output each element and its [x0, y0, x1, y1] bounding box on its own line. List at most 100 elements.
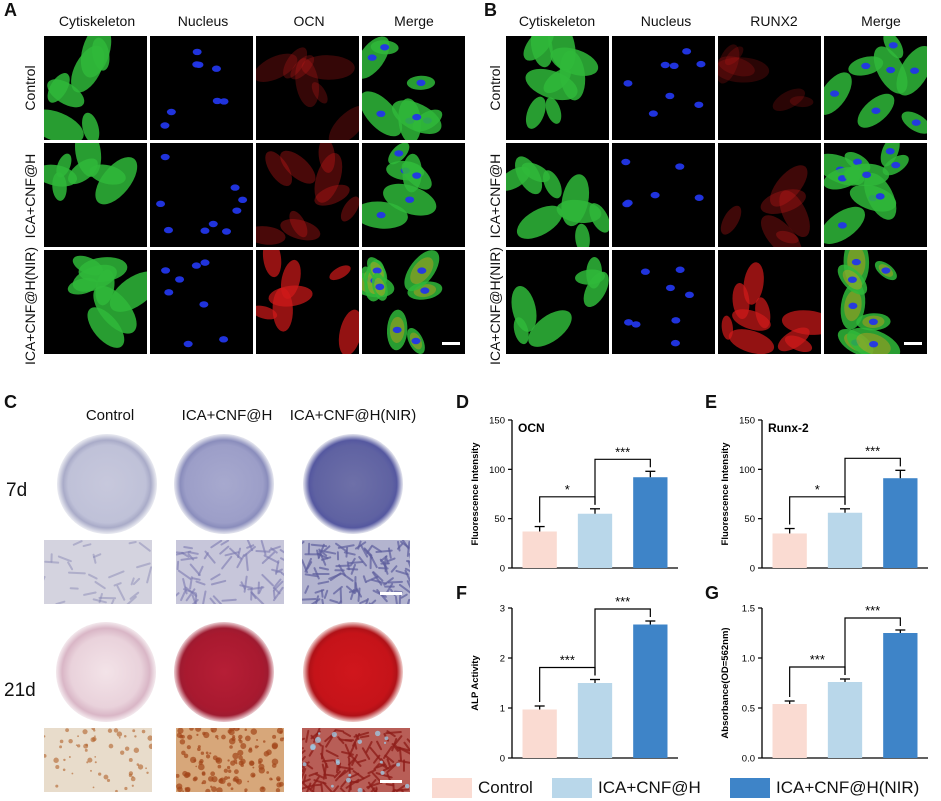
- y-axis-label: Fluorescence Intensity: [470, 442, 481, 546]
- micrograph-merge-row1: [824, 36, 927, 140]
- panel-b-row-ica-cnf-h-nir: ICA+CNF@H(NIR): [487, 246, 503, 366]
- significance-label: ***: [615, 444, 630, 459]
- y-axis-label: Absorbance(OD=562nm): [720, 627, 731, 738]
- bar-F-2: [633, 624, 668, 758]
- y-tick-label: 100: [489, 465, 505, 476]
- bar-D-1: [577, 513, 613, 568]
- micrograph-merge-row3: [824, 250, 927, 354]
- significance-bracket: [594, 608, 651, 676]
- micro-7d-ica-cnf-h: [176, 540, 284, 604]
- panel-c-col-control: Control: [85, 407, 135, 424]
- significance-bracket: [844, 457, 901, 505]
- bar-E-2: [883, 478, 918, 568]
- panel-label-g: G: [705, 583, 720, 603]
- legend-label-ica-cnf-h-nir: ICA+CNF@H(NIR): [776, 778, 920, 797]
- bar-E-1: [827, 512, 863, 568]
- significance-label: *: [565, 482, 570, 497]
- micro-7d-control: [44, 540, 152, 604]
- y-tick-label: 100: [739, 465, 755, 476]
- y-tick-label: 0.0: [742, 754, 755, 765]
- chart-g-absorbance: 0.0 0.5 1.0 1.5 Absorbance(OD=562nm) *** ***: [700, 598, 940, 770]
- chart-title: OCN: [518, 421, 545, 435]
- panel-label-a: A: [4, 0, 17, 20]
- micrograph-cyto-row1: [44, 36, 147, 140]
- y-tick-label: 0.5: [742, 704, 755, 715]
- y-tick-label: 2: [500, 654, 505, 665]
- micrograph-merge-row3: [362, 250, 465, 354]
- dish-7d-control: [57, 434, 157, 534]
- micrograph-cyto-row2: [506, 143, 609, 247]
- y-axis-label: ALP Activity: [470, 655, 481, 711]
- panel-c-day-7: 7d: [6, 480, 28, 501]
- bar-G-1: [827, 682, 863, 758]
- panel-b-col-nucleus: Nucleus: [640, 13, 692, 29]
- bar-G-2: [883, 633, 918, 758]
- bar-G-0: [772, 704, 807, 758]
- micro-7d-ica-cnf-h-nir: [302, 540, 410, 604]
- micrograph-red-row2: [718, 143, 821, 247]
- dish-21d-ica-cnf-h-nir: [303, 622, 403, 722]
- bar-F-0: [522, 709, 557, 758]
- legend-swatch-control: [432, 778, 472, 798]
- panel-b-col-cytoskeleton: Cytiskeleton: [518, 13, 596, 29]
- chart-title: Runx-2: [768, 421, 809, 435]
- legend-item-control: Control: [432, 777, 533, 799]
- micrograph-nuc-row3: [612, 250, 715, 354]
- panel-a-row-control: Control: [22, 65, 38, 111]
- panel-label-f: F: [456, 583, 467, 603]
- dish-7d-ica-cnf-h-nir: [303, 434, 403, 534]
- panel-a-row-ica-cnf-h-nir: ICA+CNF@H(NIR): [22, 246, 38, 366]
- legend-item-ica-cnf-h-nir: ICA+CNF@H(NIR): [730, 777, 919, 799]
- panel-c-day-21: 21d: [4, 680, 36, 701]
- micrograph-nuc-row3: [150, 250, 253, 354]
- micrograph-merge-row1: [362, 36, 465, 140]
- legend-label-control: Control: [478, 778, 533, 797]
- y-tick-label: 0: [750, 564, 755, 575]
- micrograph-cyto-row2: [44, 143, 147, 247]
- chart-legend: Control ICA+CNF@H ICA+CNF@H(NIR): [432, 777, 941, 799]
- micrograph-nuc-row1: [150, 36, 253, 140]
- chart-d-ocn: 0 50 100 150 Fluorescence Intensity OCN * ***: [450, 410, 690, 580]
- micrograph-red-row1: [256, 36, 359, 140]
- scale-bar-21d: [380, 780, 402, 783]
- bar-E-0: [772, 533, 807, 568]
- y-tick-label: 1: [500, 704, 505, 715]
- panel-a-col-cytoskeleton: Cytiskeleton: [58, 13, 136, 29]
- significance-label: ***: [560, 653, 575, 668]
- bar-F-1: [577, 683, 613, 758]
- y-tick-label: 50: [744, 514, 755, 525]
- chart-f-alp: 0 1 2 3 ALP Activity *** ***: [450, 594, 690, 770]
- panel-c-col-ica-cnf-h: ICA+CNF@H: [181, 407, 273, 424]
- legend-label-ica-cnf-h: ICA+CNF@H: [598, 778, 701, 797]
- y-tick-label: 150: [489, 416, 505, 427]
- bar-D-2: [633, 477, 668, 568]
- panel-b-col-runx2: RUNX2: [750, 13, 798, 29]
- micrograph-nuc-row2: [612, 143, 715, 247]
- significance-label: ***: [865, 443, 880, 458]
- panel-label-c: C: [4, 392, 17, 412]
- micrograph-red-row2: [256, 143, 359, 247]
- y-tick-label: 150: [739, 416, 755, 427]
- scale-bar-7d: [380, 592, 402, 595]
- panel-label-d: D: [456, 392, 469, 412]
- significance-bracket: [594, 458, 651, 505]
- significance-label: ***: [810, 652, 825, 667]
- micrograph-red-row1: [718, 36, 821, 140]
- micrograph-nuc-row1: [612, 36, 715, 140]
- micrograph-cyto-row1: [506, 36, 609, 140]
- micro-21d-ica-cnf-h: [176, 728, 284, 792]
- panel-c-col-ica-cnf-h-nir: ICA+CNF@H(NIR): [289, 407, 417, 424]
- panel-b-row-control: Control: [487, 65, 503, 111]
- micrograph-merge-row2: [362, 143, 465, 247]
- micrograph-cyto-row3: [44, 250, 147, 354]
- micrograph-merge-row2: [824, 143, 927, 247]
- significance-bracket: [844, 617, 901, 675]
- chart-e-runx2: 0 50 100 150 Fluorescence Intensity Runx-2 * **…: [700, 410, 940, 580]
- micro-21d-control: [44, 728, 152, 792]
- y-tick-label: 0: [500, 564, 505, 575]
- micrograph-red-row3: [718, 250, 821, 354]
- legend-item-ica-cnf-h: ICA+CNF@H: [552, 777, 701, 799]
- micrograph-nuc-row2: [150, 143, 253, 247]
- panel-a-col-ocn: OCN: [293, 13, 325, 29]
- dish-21d-ica-cnf-h: [174, 622, 274, 722]
